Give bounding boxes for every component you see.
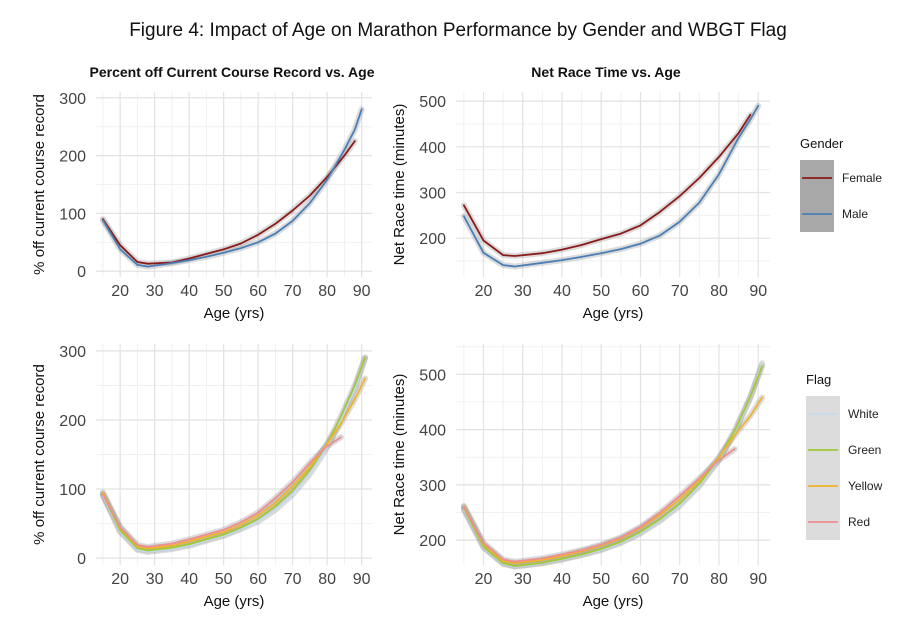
series-line-female bbox=[463, 113, 752, 257]
y-tick-label: 100 bbox=[59, 206, 86, 223]
series-line-red bbox=[102, 436, 342, 548]
y-axis-label: % off current course record bbox=[31, 94, 48, 275]
series-line-green bbox=[102, 356, 366, 552]
x-tick-label: 90 bbox=[749, 571, 767, 588]
x-tick-label: 40 bbox=[180, 283, 198, 300]
x-tick-label: 20 bbox=[475, 571, 493, 588]
x-tick-label: 50 bbox=[215, 571, 233, 588]
x-tick-label: 80 bbox=[318, 571, 336, 588]
x-tick-label: 90 bbox=[353, 571, 371, 588]
y-tick-label: 500 bbox=[419, 94, 446, 111]
x-tick-label: 60 bbox=[632, 571, 650, 588]
y-tick-label: 200 bbox=[419, 533, 446, 550]
x-tick-label: 30 bbox=[514, 283, 532, 300]
y-tick-label: 200 bbox=[419, 231, 446, 248]
plot-area bbox=[456, 92, 770, 277]
x-tick-label: 80 bbox=[710, 571, 728, 588]
series-line-red bbox=[463, 448, 736, 563]
x-tick-label: 30 bbox=[514, 571, 532, 588]
plot-area bbox=[456, 344, 770, 565]
x-tick-label: 70 bbox=[284, 571, 302, 588]
y-tick-label: 300 bbox=[419, 478, 446, 495]
legend-label-female: Female bbox=[842, 171, 882, 185]
x-axis-label: Age (yrs) bbox=[204, 305, 265, 322]
y-tick-label: 300 bbox=[59, 344, 86, 361]
x-tick-label: 30 bbox=[146, 571, 164, 588]
chart-panel-4: 20 30 40 50 60 70 80 90 200 300 400 500 Age (yrs) Net… bbox=[391, 344, 770, 610]
y-tick-label: 200 bbox=[59, 149, 86, 166]
legend-key-background bbox=[806, 396, 840, 540]
legend-label-green: Green bbox=[848, 443, 881, 457]
legend-flag: Flag White Green Yellow Red bbox=[806, 372, 883, 540]
x-tick-label: 80 bbox=[710, 283, 728, 300]
chart-panel-1: 20 30 40 50 60 70 80 90 0 100 200 300 Age (yrs) % off… bbox=[31, 64, 375, 322]
x-tick-label: 20 bbox=[111, 283, 129, 300]
y-tick-label: 0 bbox=[77, 551, 86, 568]
y-tick-label: 400 bbox=[419, 140, 446, 157]
y-tick-label: 200 bbox=[59, 413, 86, 430]
x-tick-label: 40 bbox=[180, 571, 198, 588]
y-tick-label: 300 bbox=[419, 185, 446, 202]
y-tick-label: 500 bbox=[419, 367, 446, 384]
x-tick-label: 50 bbox=[592, 283, 610, 300]
y-tick-label: 0 bbox=[77, 264, 86, 281]
chart-panel-2: 20 30 40 50 60 70 80 90 200 300 400 500 Age (yrs) Net… bbox=[391, 64, 770, 322]
legend-label-red: Red bbox=[848, 515, 870, 529]
legend-title: Flag bbox=[806, 372, 831, 387]
series-line-yellow bbox=[463, 396, 763, 565]
series-line-female bbox=[102, 140, 356, 265]
x-axis-label: Age (yrs) bbox=[583, 305, 644, 322]
legend-label-male: Male bbox=[842, 207, 868, 221]
figure-title: Figure 4: Impact of Age on Marathon Perf… bbox=[129, 20, 787, 41]
x-tick-label: 60 bbox=[249, 283, 267, 300]
x-tick-label: 20 bbox=[475, 283, 493, 300]
x-tick-label: 70 bbox=[284, 283, 302, 300]
x-tick-label: 60 bbox=[249, 571, 267, 588]
y-axis-label: Net Race time (minutes) bbox=[391, 374, 408, 536]
x-tick-label: 20 bbox=[111, 571, 129, 588]
series-line-male bbox=[463, 104, 760, 268]
legend-gender: Gender Female Male bbox=[800, 136, 882, 232]
y-axis-label: Net Race time (minutes) bbox=[391, 104, 408, 266]
legend-label-yellow: Yellow bbox=[848, 479, 883, 493]
legend-key-background bbox=[800, 160, 834, 232]
panel-title: Net Race Time vs. Age bbox=[531, 64, 681, 80]
x-tick-label: 80 bbox=[318, 283, 336, 300]
x-tick-label: 70 bbox=[671, 571, 689, 588]
series-line-male bbox=[102, 108, 363, 268]
chart-panel-3: 20 30 40 50 60 70 80 90 0 100 200 300 Age (yrs) % off… bbox=[31, 344, 372, 610]
x-axis-label: Age (yrs) bbox=[583, 593, 644, 610]
x-axis-label: Age (yrs) bbox=[204, 593, 265, 610]
x-tick-label: 60 bbox=[632, 283, 650, 300]
x-tick-label: 40 bbox=[553, 571, 571, 588]
legend-title: Gender bbox=[800, 136, 844, 151]
panel-title: Percent off Current Course Record vs. Ag… bbox=[90, 64, 375, 80]
y-tick-label: 300 bbox=[59, 91, 86, 108]
x-tick-label: 50 bbox=[592, 571, 610, 588]
x-tick-label: 90 bbox=[353, 283, 371, 300]
legend-label-white: White bbox=[848, 407, 879, 421]
x-tick-label: 90 bbox=[749, 283, 767, 300]
y-tick-label: 400 bbox=[419, 423, 446, 440]
x-tick-label: 50 bbox=[215, 283, 233, 300]
x-tick-label: 70 bbox=[671, 283, 689, 300]
y-axis-label: % off current course record bbox=[31, 364, 48, 545]
y-tick-label: 100 bbox=[59, 482, 86, 499]
series-line-yellow bbox=[102, 377, 366, 550]
x-tick-label: 30 bbox=[146, 283, 164, 300]
x-tick-label: 40 bbox=[553, 283, 571, 300]
